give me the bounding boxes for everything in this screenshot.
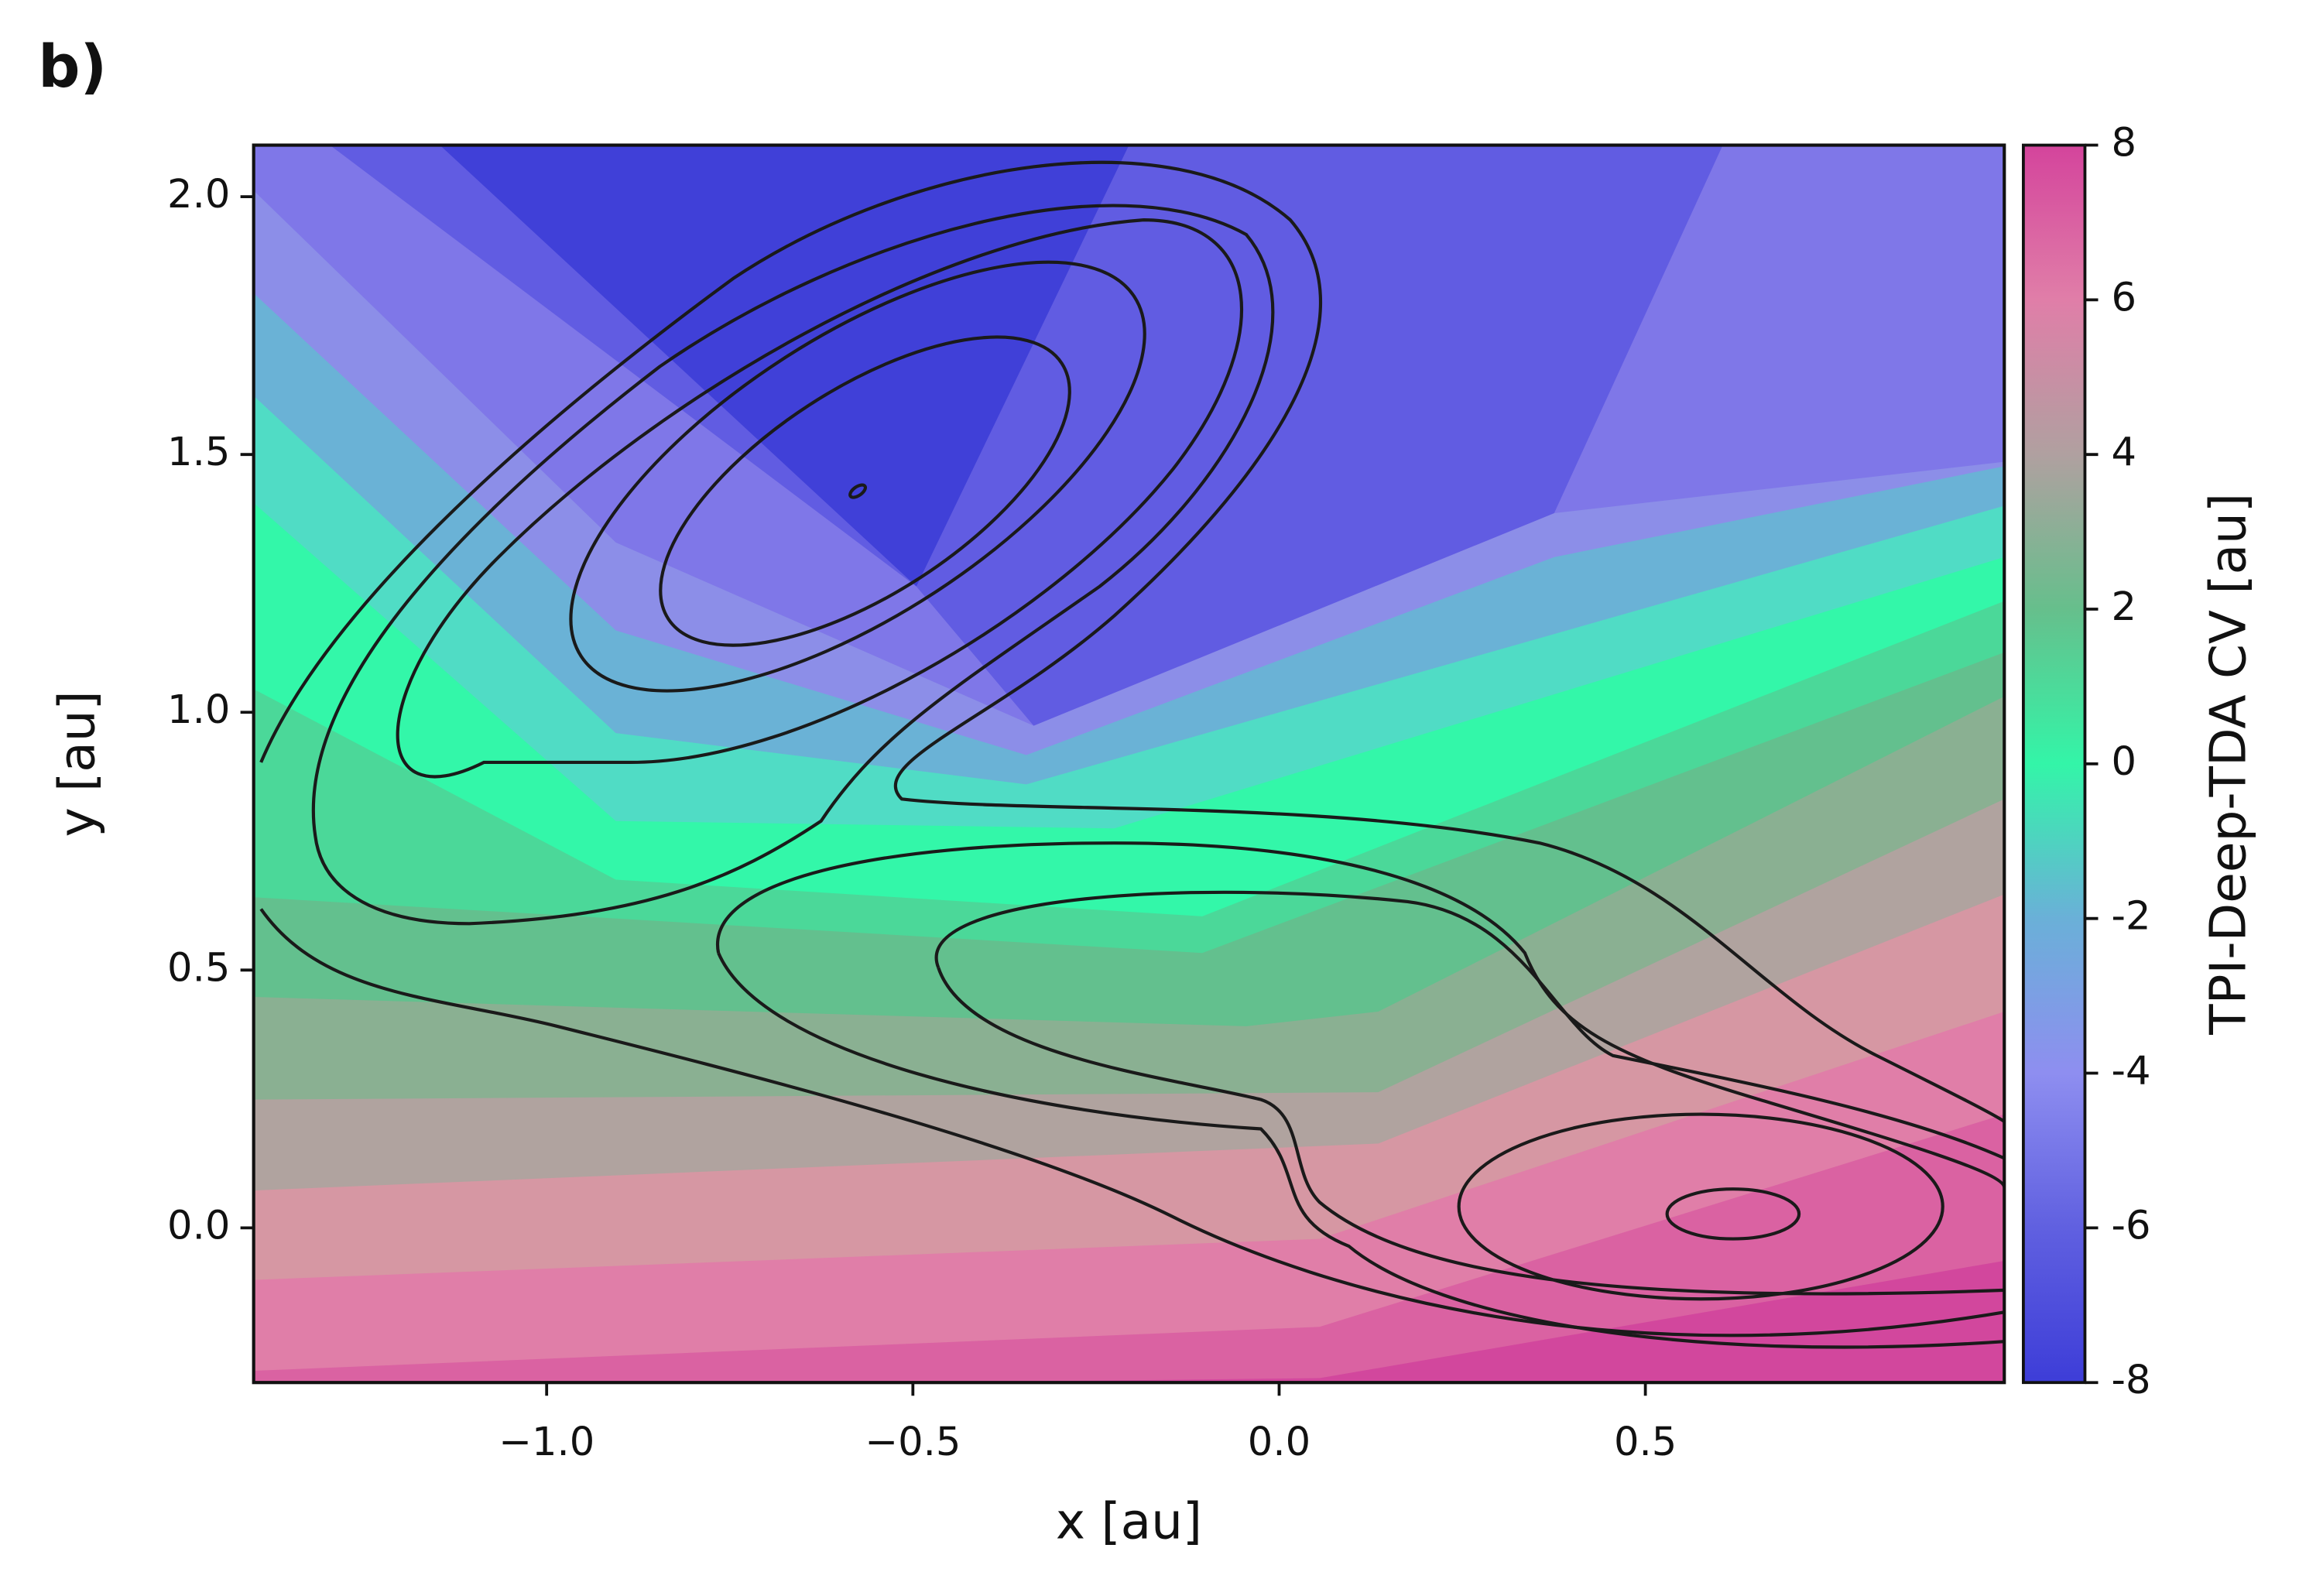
- colorbar-tick-label: -2: [2112, 894, 2151, 940]
- colorbar-tick-label: -4: [2112, 1049, 2151, 1094]
- colorbar-tick-label: 4: [2112, 430, 2137, 475]
- filled-contours: [253, 145, 2005, 1383]
- y-tick-label: 1.5: [167, 430, 230, 475]
- y-tick-label: 1.0: [167, 687, 230, 733]
- plot-frame: [252, 143, 2006, 1385]
- colorbar-tick-label: 0: [2112, 739, 2137, 785]
- colorbar-tick-label: 2: [2112, 584, 2137, 630]
- colorbar: [2022, 143, 2087, 1385]
- x-tick-label: 0.0: [1248, 1420, 1311, 1465]
- x-tick-label: −1.0: [499, 1420, 594, 1465]
- y-tick-label: 0.5: [167, 945, 230, 991]
- y-axis-label: y [au]: [49, 690, 107, 837]
- colorbar-tick-label: 8: [2112, 121, 2137, 166]
- contour-lines: [259, 160, 2005, 1349]
- x-axis-label: x [au]: [1056, 1493, 1202, 1551]
- x-tick-label: −0.5: [865, 1420, 961, 1465]
- colorbar-tick-label: 6: [2112, 275, 2137, 320]
- x-tick-label: 0.5: [1614, 1420, 1677, 1465]
- y-tick-label: 0.0: [167, 1203, 230, 1248]
- y-tick-label: 2.0: [167, 172, 230, 217]
- colorbar-tick-label: -6: [2112, 1203, 2151, 1248]
- colorbar-tick-label: -8: [2112, 1358, 2151, 1403]
- colorbar-label: TPI-Deep-TDA CV [au]: [2199, 493, 2257, 1036]
- panel-label: b): [38, 33, 107, 101]
